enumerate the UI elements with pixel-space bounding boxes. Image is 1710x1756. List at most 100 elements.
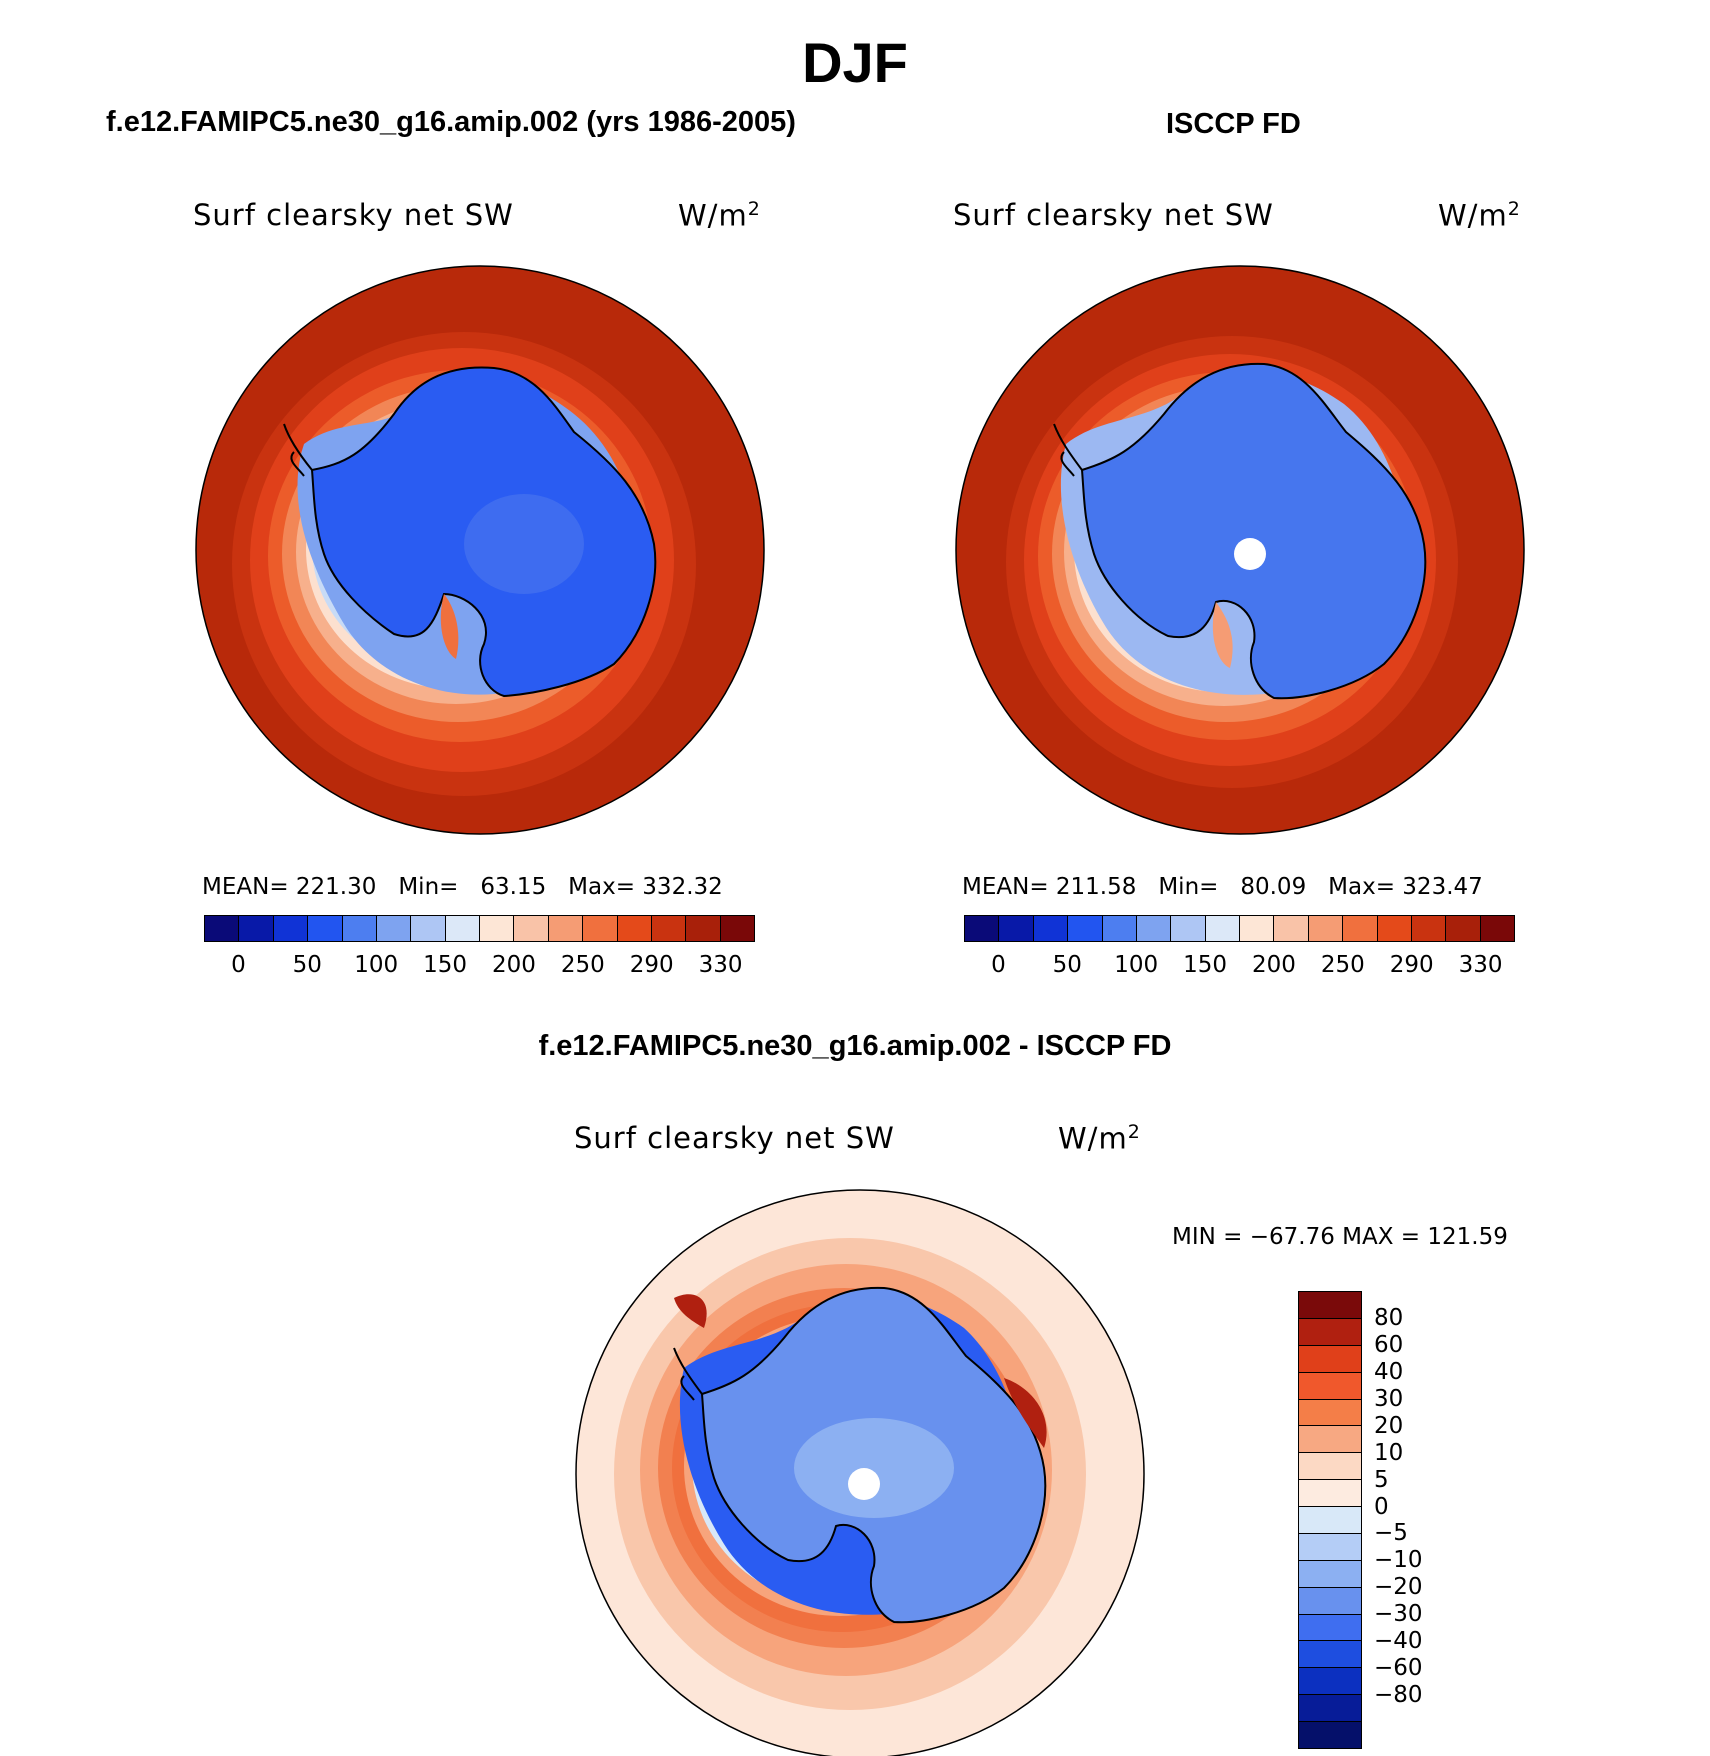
colorbar-label: −80 bbox=[1374, 1682, 1423, 1709]
colorbar-swatch bbox=[445, 916, 480, 941]
colorbar-swatch bbox=[1299, 1614, 1361, 1642]
colorbar-label: 290 bbox=[629, 952, 674, 978]
missing-data-pole bbox=[1234, 538, 1266, 570]
colorbar-swatch bbox=[1308, 916, 1344, 941]
colorbar-swatch bbox=[1411, 916, 1447, 941]
model-colorbar bbox=[204, 915, 755, 942]
colorbar-swatch bbox=[1299, 1668, 1361, 1696]
season-title: DJF bbox=[802, 31, 908, 94]
colorbar-label: 290 bbox=[1389, 952, 1434, 978]
peninsula-coast bbox=[283, 423, 313, 477]
model-stats: MEAN= 221.30 Min= 63.15 Max= 332.32 bbox=[202, 874, 723, 900]
colorbar-swatch bbox=[205, 916, 240, 941]
colorbar-swatch bbox=[308, 916, 343, 941]
map-border bbox=[955, 265, 1525, 835]
diff-polar-map bbox=[575, 1189, 1145, 1756]
colorbar-label: −5 bbox=[1374, 1520, 1408, 1547]
colorbar-label: 10 bbox=[1374, 1439, 1404, 1466]
model-units: W/m2 bbox=[678, 198, 761, 233]
map-border bbox=[195, 265, 765, 835]
colorbar-swatch bbox=[1299, 1426, 1361, 1454]
obs-case-title: ISCCP FD bbox=[1166, 108, 1301, 140]
diff-minmax: MIN = −67.76 MAX = 121.59 bbox=[1172, 1224, 1508, 1250]
model-case-title: f.e12.FAMIPC5.ne30_g16.amip.002 (yrs 198… bbox=[106, 106, 796, 138]
colorbar-swatch bbox=[583, 916, 618, 941]
colorbar-label: 30 bbox=[1374, 1385, 1404, 1412]
colorbar-swatch bbox=[1033, 916, 1069, 941]
colorbar-label: −40 bbox=[1374, 1628, 1423, 1655]
colorbar-swatch bbox=[480, 916, 515, 941]
colorbar-label: 200 bbox=[1251, 952, 1296, 978]
colorbar-label: 0 bbox=[1374, 1493, 1389, 1520]
colorbar-label: 5 bbox=[1374, 1466, 1389, 1493]
map-border bbox=[575, 1189, 1145, 1756]
colorbar-swatch bbox=[1299, 1533, 1361, 1561]
colorbar-label: 20 bbox=[1374, 1412, 1404, 1439]
peninsula-coast bbox=[1053, 423, 1083, 477]
model-colorbar-labels: 0 50 100 150 200 250 290 330 bbox=[204, 952, 755, 982]
model-variable-title: Surf clearsky net SW bbox=[193, 198, 514, 232]
colorbar-label: 100 bbox=[1114, 952, 1159, 978]
colorbar-label: 250 bbox=[1320, 952, 1365, 978]
antarctic-continent bbox=[1080, 362, 1427, 700]
diff-case-title: f.e12.FAMIPC5.ne30_g16.amip.002 - ISCCP … bbox=[538, 1030, 1172, 1062]
colorbar-swatch bbox=[411, 916, 446, 941]
colorbar-swatch bbox=[548, 916, 584, 941]
colorbar-swatch bbox=[1068, 916, 1103, 941]
colorbar-swatch bbox=[1299, 1399, 1361, 1427]
colorbar-swatch bbox=[342, 916, 377, 941]
obs-units: W/m2 bbox=[1438, 198, 1521, 233]
colorbar-swatch bbox=[1299, 1587, 1361, 1615]
colorbar-swatch bbox=[1299, 1695, 1361, 1722]
colorbar-swatch bbox=[273, 916, 309, 941]
colorbar-label: −30 bbox=[1374, 1601, 1423, 1628]
obs-variable-title: Surf clearsky net SW bbox=[953, 198, 1274, 232]
colorbar-swatch bbox=[1299, 1453, 1361, 1481]
colorbar-swatch bbox=[999, 916, 1034, 941]
obs-colorbar-labels: 0 50 100 150 200 250 290 330 bbox=[964, 952, 1515, 982]
colorbar-swatch bbox=[720, 916, 754, 941]
colorbar-swatch bbox=[1102, 916, 1137, 941]
obs-stats: MEAN= 211.58 Min= 80.09 Max= 323.47 bbox=[962, 874, 1483, 900]
colorbar-swatch bbox=[1343, 916, 1378, 941]
colorbar-label: 250 bbox=[560, 952, 605, 978]
colorbar-label: 330 bbox=[698, 952, 743, 978]
colorbar-swatch bbox=[1299, 1507, 1361, 1534]
colorbar-label: 50 bbox=[1052, 952, 1082, 978]
ross-sea-warm-tongue bbox=[1212, 602, 1233, 668]
colorbar-swatch bbox=[1299, 1480, 1361, 1507]
positive-coastal-max bbox=[1004, 1378, 1047, 1448]
colorbar-label: 0 bbox=[231, 952, 246, 978]
colorbar-swatch bbox=[1171, 916, 1206, 941]
missing-data-pole bbox=[848, 1468, 880, 1500]
positive-coastal-max-west bbox=[674, 1294, 707, 1328]
colorbar-label: 60 bbox=[1374, 1331, 1404, 1358]
colorbar-label: 330 bbox=[1458, 952, 1503, 978]
colorbar-label: 0 bbox=[991, 952, 1006, 978]
colorbar-swatch bbox=[1299, 1641, 1361, 1669]
colorbar-swatch bbox=[1299, 1345, 1361, 1373]
colorbar-swatch bbox=[1446, 916, 1481, 941]
colorbar-label: 50 bbox=[292, 952, 322, 978]
model-polar-map bbox=[195, 265, 765, 835]
obs-colorbar bbox=[964, 915, 1515, 942]
colorbar-swatch bbox=[651, 916, 687, 941]
colorbar-swatch bbox=[686, 916, 721, 941]
colorbar-label: −10 bbox=[1374, 1547, 1423, 1574]
colorbar-label: 80 bbox=[1374, 1304, 1404, 1331]
colorbar-swatch bbox=[1299, 1292, 1361, 1319]
colorbar-swatch bbox=[1136, 916, 1172, 941]
colorbar-label: 100 bbox=[354, 952, 399, 978]
colorbar-label: 150 bbox=[423, 952, 468, 978]
colorbar-label: −20 bbox=[1374, 1574, 1423, 1601]
diff-variable-title: Surf clearsky net SW bbox=[574, 1121, 895, 1155]
colorbar-swatch bbox=[376, 916, 412, 941]
peninsula-coast bbox=[673, 1347, 703, 1401]
colorbar-swatch bbox=[239, 916, 274, 941]
colorbar-swatch bbox=[1299, 1722, 1361, 1748]
diff-units: W/m2 bbox=[1058, 1121, 1141, 1156]
colorbar-swatch bbox=[965, 916, 1000, 941]
colorbar-label: 200 bbox=[491, 952, 536, 978]
colorbar-label: −60 bbox=[1374, 1655, 1423, 1682]
diff-colorbar bbox=[1298, 1291, 1362, 1749]
